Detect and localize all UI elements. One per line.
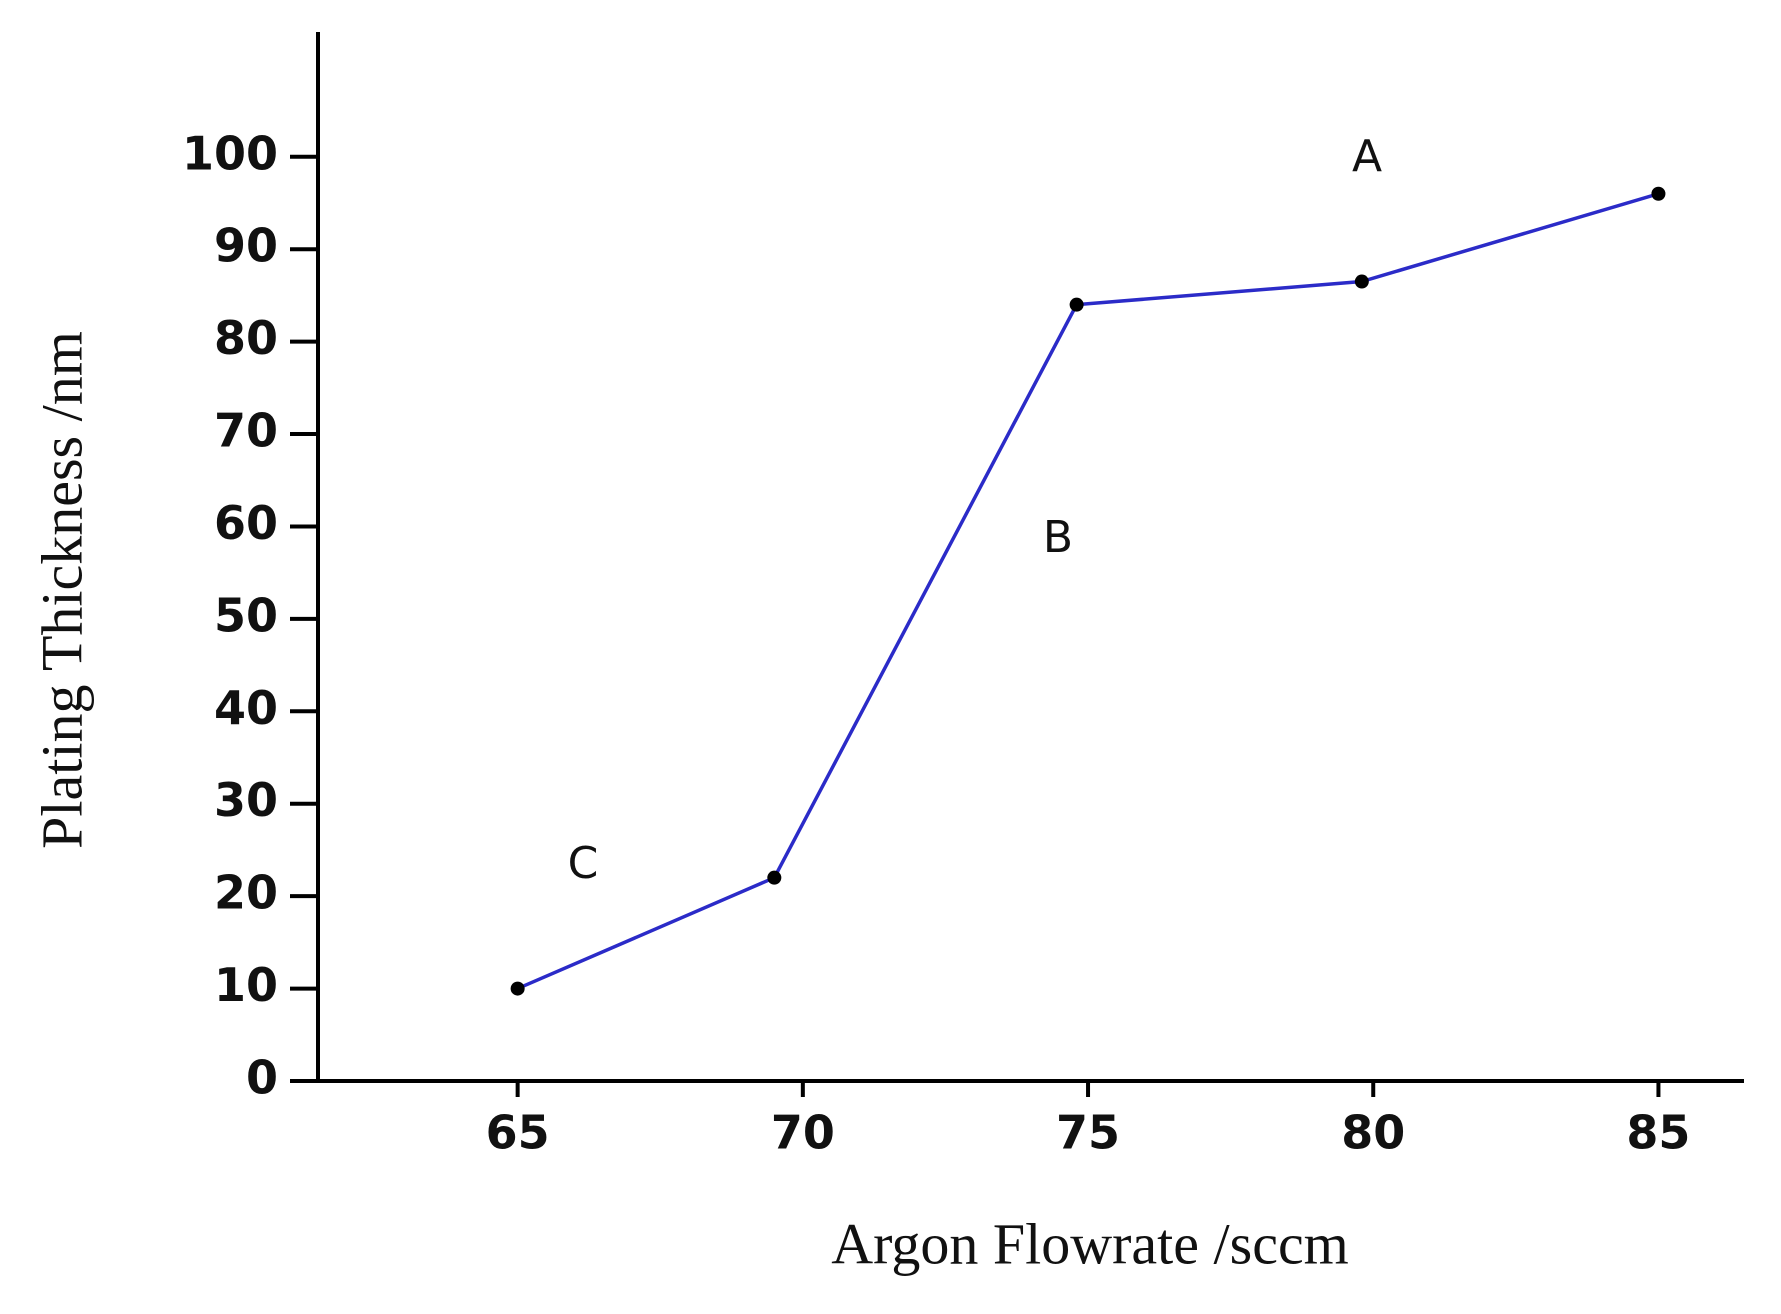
x-axis-title: Argon Flowrate /sccm xyxy=(831,1211,1349,1276)
x-tick-label: 75 xyxy=(1056,1106,1120,1160)
annotation: C xyxy=(568,838,599,889)
y-tick-label: 80 xyxy=(214,311,278,365)
y-tick-label: 40 xyxy=(214,681,278,735)
x-tick-label: 80 xyxy=(1341,1106,1405,1160)
line xyxy=(516,192,1659,991)
marker xyxy=(767,870,782,885)
marker xyxy=(1354,274,1369,289)
marker xyxy=(1651,186,1666,201)
y-tick-label: 90 xyxy=(214,219,278,273)
y-tick-label: 30 xyxy=(214,773,278,827)
y-tick-label: 0 xyxy=(246,1051,278,1105)
annotation: B xyxy=(1043,512,1073,563)
x-tick-label: 85 xyxy=(1626,1106,1690,1160)
annotation: A xyxy=(1352,131,1382,182)
x-tick-label: 65 xyxy=(486,1106,550,1160)
y-tick-label: 10 xyxy=(214,958,278,1012)
y-tick-label: 100 xyxy=(182,126,278,180)
x-tick-label: 70 xyxy=(771,1106,835,1160)
marker xyxy=(1069,297,1084,312)
y-tick-label: 50 xyxy=(214,588,278,642)
y-tick-label: 60 xyxy=(214,496,278,550)
y-tick-label: 70 xyxy=(214,404,278,458)
y-axis-title: Plating Thickness /nm xyxy=(29,331,94,849)
y-tick-label: 20 xyxy=(214,866,278,920)
marker xyxy=(510,981,525,996)
